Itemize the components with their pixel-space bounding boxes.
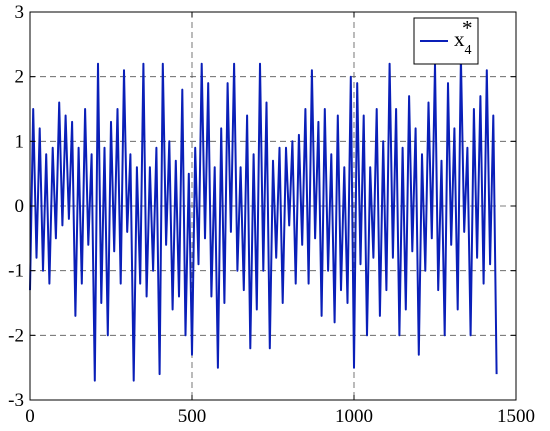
legend: x4 * [413,16,479,65]
y-tick-label: 2 [15,67,25,88]
y-tick-label: 1 [15,131,25,152]
legend-label-sup: * [462,16,473,40]
axis-ticks [29,11,517,401]
y-tick-label: -2 [8,325,24,346]
y-tick-labels: -3 -2 -1 0 1 2 3 [8,2,24,411]
legend-label-sub: 4 [465,43,472,58]
x-tick-label: 0 [25,406,35,427]
series-layer [29,56,498,382]
y-tick-label: 0 [15,196,25,217]
series-line [29,56,498,382]
y-tick-label: -3 [8,390,24,411]
x-tick-label: 500 [178,406,207,427]
x-tick-labels: 0 500 1000 1500 [25,406,535,427]
x-tick-label: 1500 [497,406,535,427]
x-tick-label: 1000 [335,406,373,427]
y-tick-label: 3 [15,2,25,23]
legend-label: x4 [454,27,472,58]
y-tick-label: -1 [8,261,24,282]
legend-label-base: x [454,27,465,51]
